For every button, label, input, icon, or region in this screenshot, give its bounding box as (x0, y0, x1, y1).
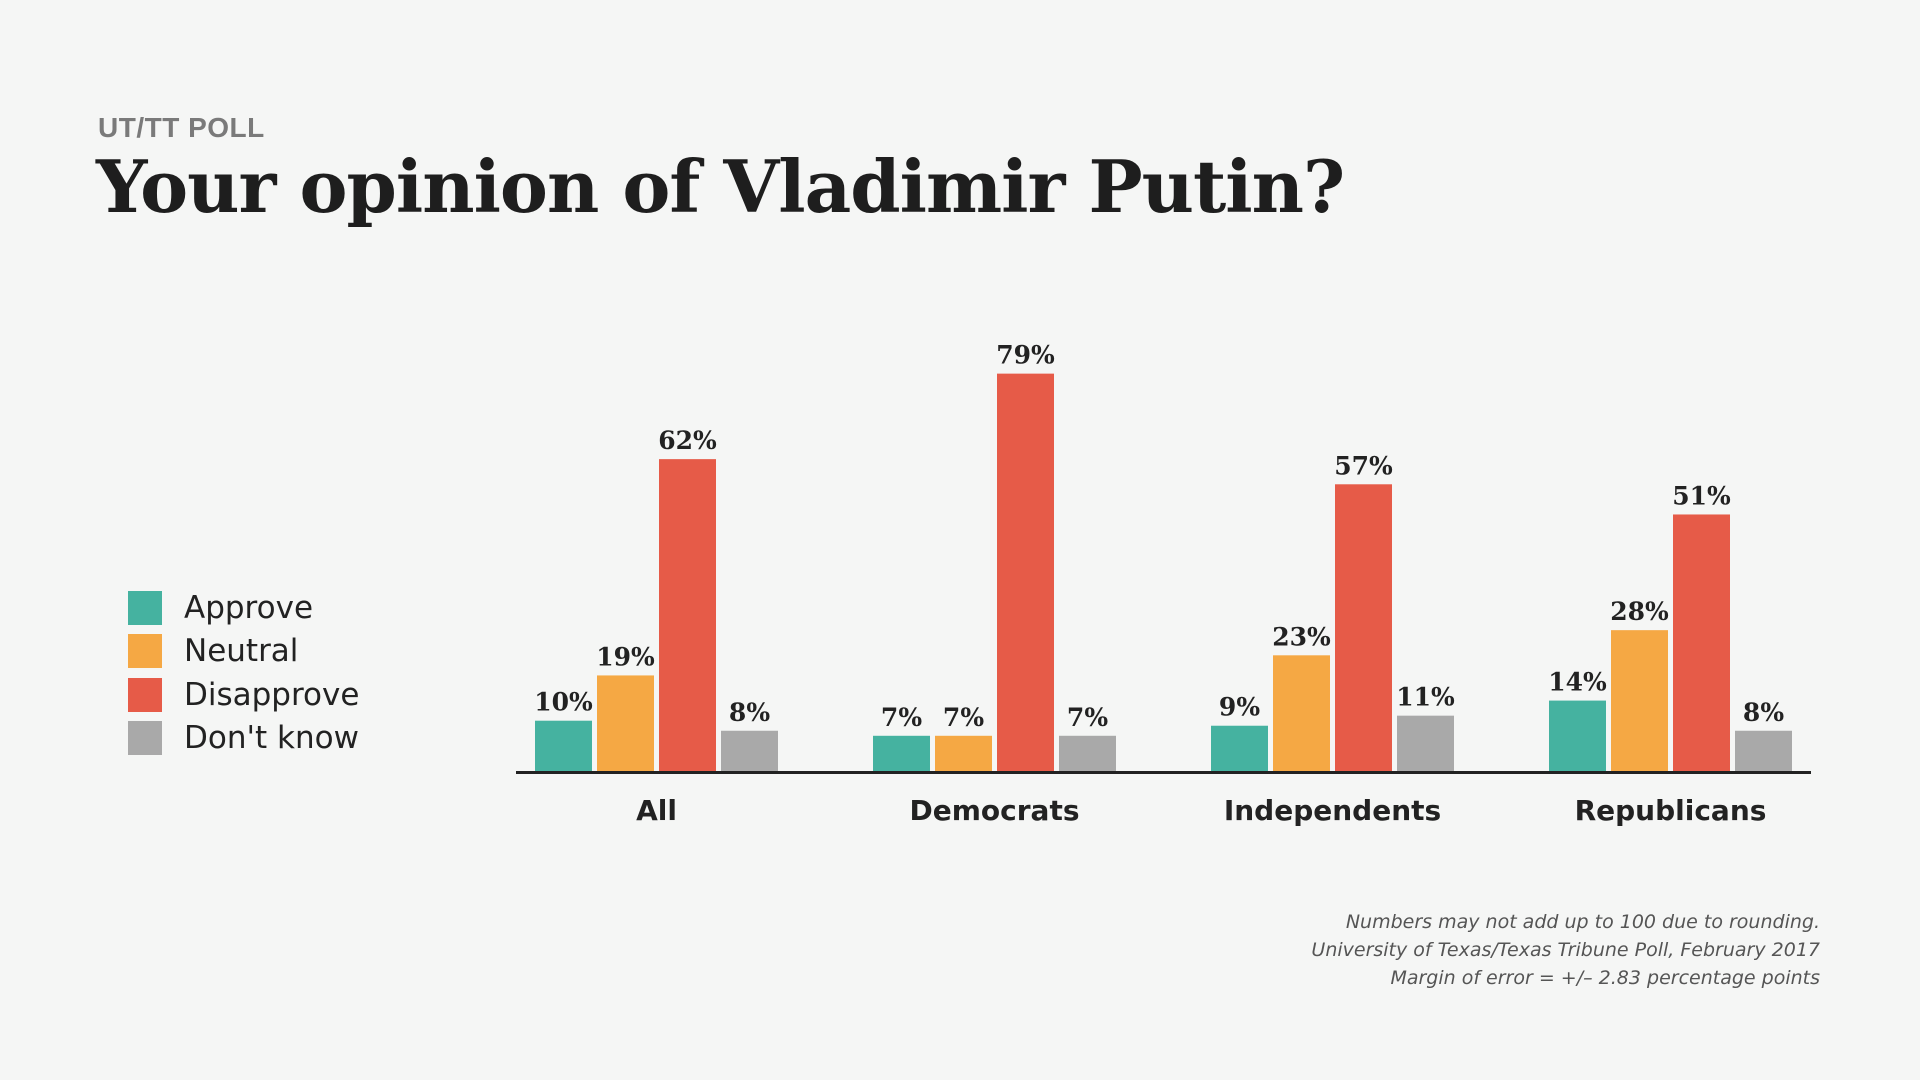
bar-independents-dont-know (1397, 715, 1454, 771)
data-label-all-neutral: 19% (596, 642, 655, 671)
data-label-democrats-disapprove: 79% (996, 341, 1055, 370)
data-label-all-disapprove: 62% (658, 426, 717, 455)
bar-democrats-neutral (935, 735, 992, 771)
bar-republicans-dont-know (1735, 730, 1792, 771)
legend-item-approve: Approve (128, 586, 359, 630)
bar-all-disapprove (659, 459, 716, 771)
data-label-republicans-approve: 14% (1548, 668, 1607, 697)
data-label-democrats-neutral: 7% (943, 703, 984, 732)
x-tick-label-all: All (636, 794, 677, 827)
legend-swatch-dont-know (128, 721, 162, 756)
data-label-independents-neutral: 23% (1272, 622, 1331, 651)
data-label-republicans-disapprove: 51% (1672, 481, 1731, 510)
bar-group-independents: 9% 23% 57% 11% Independents (1211, 451, 1455, 827)
bar-group-all: 10%19% 62% 8% All (534, 426, 778, 827)
data-label-independents-disapprove: 57% (1334, 451, 1393, 480)
bar-all-approve (535, 720, 592, 771)
data-label-democrats-approve: 7% (881, 703, 922, 732)
bar-all-dont-know (721, 730, 778, 771)
bar-democrats-approve (873, 735, 930, 771)
bar-independents-disapprove (1335, 484, 1392, 771)
footnote-source: University of Texas/Texas Tribune Poll, … (1311, 939, 1820, 961)
data-label-democrats-dont-know: 7% (1067, 703, 1108, 732)
bar-democrats-dont-know (1059, 735, 1116, 771)
bar-group-democrats: 7% 7% 79% 7% Democrats (873, 341, 1116, 827)
footnote-rounding: Numbers may not add up to 100 due to rou… (1345, 911, 1820, 933)
bar-independents-approve (1211, 725, 1268, 771)
bar-all-neutral (597, 675, 654, 771)
data-label-independents-approve: 9% (1219, 693, 1260, 722)
legend-item-disapprove: Disapprove (128, 673, 359, 717)
legend-swatch-neutral (128, 634, 162, 669)
data-label-republicans-neutral: 28% (1610, 597, 1669, 626)
bar-democrats-disapprove (997, 373, 1054, 771)
legend-label-neutral: Neutral (184, 633, 299, 670)
legend-swatch-disapprove (128, 677, 162, 712)
data-label-all-dont-know: 8% (729, 698, 770, 727)
bar-republicans-approve (1549, 700, 1606, 771)
legend-label-disapprove: Disapprove (184, 676, 360, 713)
data-label-republicans-dont-know: 8% (1743, 698, 1784, 727)
legend-label-dont-know: Don't know (184, 720, 359, 757)
chart-kicker: UT/TT POLL (98, 112, 265, 143)
chart-footnote: Numbers may not add up to 100 due to rou… (1311, 908, 1820, 992)
x-tick-label-independents: Independents (1224, 794, 1441, 827)
legend-label-approve: Approve (184, 589, 314, 626)
data-label-all-approve: 10% (534, 688, 593, 717)
legend-item-neutral: Neutral (128, 630, 359, 674)
legend-swatch-approve (128, 590, 162, 625)
legend-item-dont-know: Don't know (128, 717, 359, 761)
data-label-independents-dont-know: 11% (1396, 683, 1455, 712)
chart-title: Your opinion of Vladimir Putin? (96, 144, 1345, 229)
x-tick-label-republicans: Republicans (1575, 794, 1767, 827)
x-tick-label-democrats: Democrats (910, 794, 1080, 827)
bar-republicans-neutral (1611, 630, 1668, 771)
chart-legend: Approve Neutral Disapprove Don't know (128, 586, 359, 760)
bar-republicans-disapprove (1673, 514, 1730, 771)
footnote-margin-of-error: Margin of error = +/– 2.83 percentage po… (1390, 967, 1820, 989)
bar-independents-neutral (1273, 655, 1330, 771)
bar-group-republicans: 14% 28% 51% 8% Republicans (1548, 481, 1792, 827)
